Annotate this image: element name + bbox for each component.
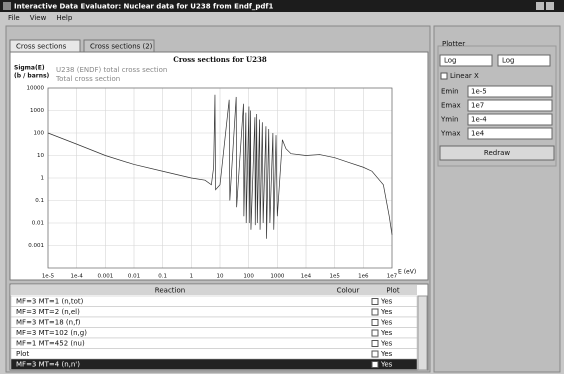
close-button[interactable] <box>546 2 554 10</box>
x-tick-label: 1 <box>190 274 194 280</box>
button-label: Redraw <box>484 149 510 157</box>
checkbox-label: Linear X <box>450 72 479 80</box>
plot-checkbox[interactable] <box>371 340 379 347</box>
table-cell: Yes <box>380 350 393 358</box>
table-cell: MF=3 MT=18 (n,f) <box>16 319 81 327</box>
y-tick-label: 0.1 <box>35 198 44 204</box>
table-header <box>11 285 417 295</box>
field-label: Ymax <box>440 130 461 138</box>
field-value: 1e7 <box>471 102 484 110</box>
chart-title: Cross sections for U238 <box>173 55 267 64</box>
y-axis-label: Sigma(E) <box>14 65 45 72</box>
chart-panel <box>9 51 429 281</box>
field-label: Emin <box>441 88 459 96</box>
plotter-group <box>437 45 557 167</box>
table-cell: Plot <box>16 350 29 358</box>
column-header[interactable]: Plot <box>386 287 399 295</box>
y-tick-label: 10 <box>37 153 44 159</box>
x-tick-label: 0.01 <box>128 274 140 280</box>
table-cell: MF=3 MT=1 (n,tot) <box>16 298 84 306</box>
x-tick-label: 0.001 <box>97 274 113 280</box>
checkbox[interactable] <box>440 72 448 80</box>
minimize-button[interactable] <box>536 2 544 10</box>
table-cell: Yes <box>380 298 393 306</box>
tab[interactable] <box>83 39 155 53</box>
column-header[interactable]: Colour <box>337 287 360 295</box>
tab-label: Cross sections (2) <box>90 43 153 51</box>
table-cell: Yes <box>380 308 393 316</box>
x-tick-label: 0.1 <box>158 274 167 280</box>
tab-label: Cross sections <box>16 43 67 51</box>
plot-checkbox[interactable] <box>371 329 379 337</box>
plot-checkbox[interactable] <box>371 298 379 305</box>
x-tick-label: 1e-4 <box>70 274 83 280</box>
x-tick-label: 1e6 <box>358 274 369 280</box>
menu-item[interactable]: File <box>8 14 20 22</box>
scale-select[interactable] <box>439 54 493 67</box>
x-tick-label: 1e-5 <box>42 274 55 280</box>
plot-checkbox[interactable] <box>371 361 379 368</box>
menu-item[interactable]: Help <box>56 14 73 22</box>
x-tick-label: 1000 <box>270 274 284 280</box>
table-cell: Yes <box>380 340 393 348</box>
field-value: 1e-4 <box>471 116 487 124</box>
x-tick-label: 1e4 <box>301 274 312 280</box>
legend-text: Total cross section <box>55 75 120 83</box>
app-icon <box>3 2 11 10</box>
y-tick-label: 100 <box>34 131 45 137</box>
table-cell: MF=1 MT=452 (nu) <box>16 340 85 348</box>
x-tick-label: 100 <box>243 274 254 280</box>
table-row[interactable] <box>10 348 418 360</box>
plot-checkbox[interactable] <box>371 308 379 316</box>
table-row[interactable] <box>10 358 418 370</box>
right-panel <box>433 25 561 373</box>
y-tick-label: 1 <box>41 176 45 182</box>
redraw-button[interactable] <box>439 145 555 161</box>
table-cell: Yes <box>380 319 393 327</box>
y-axis-label: (b / barns) <box>14 73 50 80</box>
table-scrollbar[interactable] <box>417 295 428 371</box>
table-cell: Yes <box>380 329 393 337</box>
scale-value: Log <box>502 57 515 65</box>
plot-checkbox[interactable] <box>371 319 379 326</box>
tab[interactable] <box>9 39 81 53</box>
table-cell: Yes <box>380 361 393 369</box>
legend-text: U238 (ENDF) total cross section <box>56 66 167 74</box>
x-tick-label: 10 <box>217 274 224 280</box>
field-input[interactable] <box>467 99 553 112</box>
scale-value: Log <box>444 57 457 65</box>
group-label: Plotter <box>442 40 465 48</box>
field-input[interactable] <box>467 113 553 126</box>
y-tick-label: 10000 <box>27 86 45 92</box>
field-input[interactable] <box>467 85 553 98</box>
title-bar <box>0 0 564 12</box>
table-cell: MF=3 MT=4 (n,n') <box>16 361 80 369</box>
table-cell: MF=3 MT=2 (n,el) <box>16 308 80 316</box>
field-label: Ymin <box>440 116 458 124</box>
column-header[interactable]: Reaction <box>155 287 185 295</box>
x-tick-label: 1e7 <box>387 274 398 280</box>
y-tick-label: 0.001 <box>28 243 44 249</box>
plot-checkbox[interactable] <box>371 350 379 358</box>
table-cell: MF=3 MT=102 (n,g) <box>16 329 87 337</box>
field-value: 1e-5 <box>471 88 487 96</box>
field-input[interactable] <box>467 127 553 140</box>
field-value: 1e4 <box>471 130 485 138</box>
scale-select[interactable] <box>497 54 551 67</box>
y-tick-label: 0.01 <box>32 221 44 227</box>
window-title: Interactive Data Evaluator: Nuclear data… <box>14 3 273 11</box>
y-tick-label: 1000 <box>30 108 44 114</box>
menu-item[interactable]: View <box>30 14 47 22</box>
series-line <box>47 94 393 239</box>
field-label: Emax <box>441 102 461 110</box>
x-tick-label: 1e5 <box>329 274 340 280</box>
plot-frame <box>47 87 393 269</box>
x-axis-label: E (eV) <box>398 269 416 276</box>
